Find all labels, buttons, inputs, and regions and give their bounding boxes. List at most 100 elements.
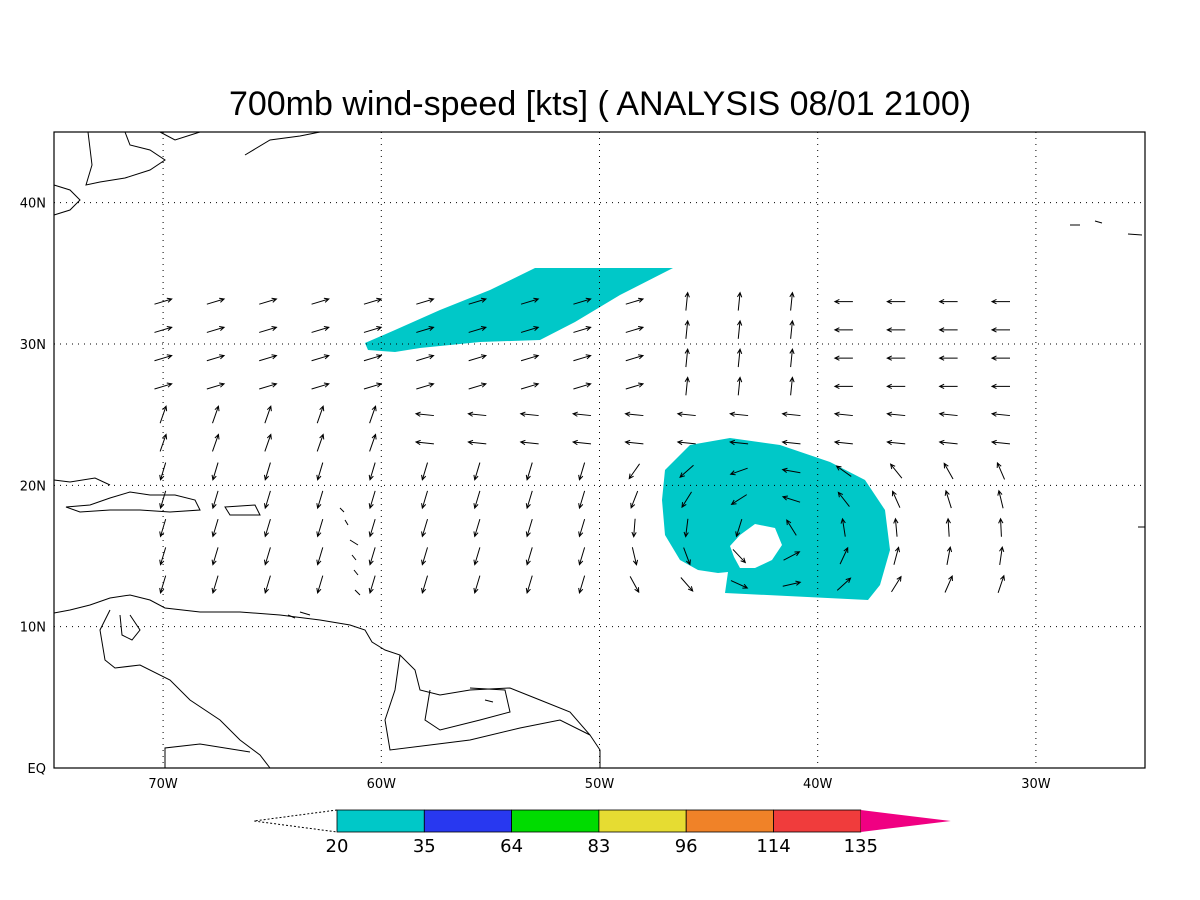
lat-label: 10N <box>20 621 46 636</box>
wind-arrow <box>421 490 429 510</box>
wind-arrow <box>998 517 1004 537</box>
wind-arrow <box>684 291 690 311</box>
wind-arrow <box>833 327 853 333</box>
wind-arrow <box>789 376 795 396</box>
wind-arrow <box>363 325 383 333</box>
wind-arrow <box>473 547 481 566</box>
wind-arrow <box>684 348 690 368</box>
wind-arrow <box>421 547 429 566</box>
wind-arrow <box>421 575 429 594</box>
wind-arrow <box>840 517 846 537</box>
wind-arrow <box>316 433 325 452</box>
wind-arrow <box>363 297 383 305</box>
wind-arrow <box>938 298 958 305</box>
lat-label: 30N <box>20 338 46 353</box>
wind-arrow <box>316 575 324 594</box>
wind-arrow <box>680 577 694 592</box>
lon-label: 60W <box>367 777 397 792</box>
wind-arrow <box>368 462 376 481</box>
lat-label: 20N <box>20 479 46 494</box>
wind-arrow <box>886 439 906 446</box>
wind-arrow <box>783 551 801 561</box>
wind-arrow <box>206 382 226 390</box>
title: 700mb wind-speed [kts] ( ANALYSIS 08/01 … <box>229 85 971 123</box>
wind-arrow <box>944 574 953 593</box>
wind-arrow <box>781 467 801 474</box>
wind-arrow <box>212 405 220 424</box>
wind-arrow <box>263 490 271 510</box>
wind-arrow <box>363 354 383 362</box>
wind-arrow <box>628 463 640 480</box>
wind-arrow <box>263 518 271 538</box>
wind-arrow <box>206 354 226 362</box>
wind-arrow <box>625 382 645 390</box>
wind-arrow <box>159 490 167 510</box>
wind-arrow <box>416 325 435 333</box>
wind-arrow <box>578 547 586 566</box>
wind-arrow <box>316 547 324 566</box>
wind-arrow <box>263 547 271 566</box>
graticule <box>54 132 1145 768</box>
wind-arrow <box>732 549 747 564</box>
wind-arrow <box>789 291 795 311</box>
wind-arrow <box>684 376 690 396</box>
wind-arrow <box>624 411 644 417</box>
colorbar: 20 35 64 83 96 114 135 <box>253 809 951 857</box>
wind-arrow <box>781 439 801 446</box>
wind-arrow <box>938 411 958 417</box>
wind-arrow <box>625 354 645 362</box>
wind-arrow <box>520 382 540 390</box>
axis-labels: 70W 60W 50W 40W 30W 40N 30N 20N 10N EQ <box>20 197 1051 792</box>
wind-arrow <box>990 439 1010 446</box>
wind-arrow <box>573 354 592 362</box>
wind-arrow <box>891 490 901 508</box>
wind-arrow <box>990 327 1010 333</box>
wind-arrow <box>264 405 272 424</box>
wind-arrow <box>729 467 748 476</box>
wind-arrow <box>938 355 958 361</box>
wind-arrow <box>369 405 377 424</box>
wind-arrow <box>159 547 167 566</box>
wind-arrow <box>990 298 1010 305</box>
shade-region <box>365 268 673 352</box>
colorbar-upper-extend <box>860 810 951 832</box>
wind-arrow <box>259 354 278 362</box>
colorbar-label: 114 <box>756 836 790 857</box>
wind-arrow <box>833 298 853 305</box>
lon-label: 30W <box>1021 777 1051 792</box>
wind-arrow <box>211 490 219 510</box>
wind-arrow <box>943 462 954 480</box>
wind-arrow <box>525 575 533 594</box>
wind-arrow <box>990 383 1010 390</box>
wind-arrow <box>154 297 173 305</box>
wind-arrow <box>311 325 330 333</box>
wind-arrow <box>212 433 220 452</box>
wind-arrow <box>519 439 539 446</box>
wind-arrow <box>468 382 488 390</box>
wind-arrow <box>368 518 376 538</box>
wind-arrow <box>316 518 324 538</box>
wind-arrow <box>833 355 853 361</box>
wind-arrow <box>729 439 749 446</box>
wind-arrow <box>368 575 376 594</box>
lon-label: 70W <box>148 777 178 792</box>
wind-arrow <box>630 490 639 509</box>
wind-arrow <box>833 383 853 390</box>
wind-arrow <box>520 297 540 305</box>
wind-arrow <box>473 518 481 538</box>
wind-arrow <box>259 325 278 333</box>
wind-arrow <box>624 439 644 446</box>
wind-arrow <box>316 405 325 424</box>
wind-arrow <box>837 491 850 507</box>
lat-label: 40N <box>20 197 46 212</box>
wind-arrow <box>211 462 219 481</box>
wind-arrow <box>946 546 953 565</box>
wind-arrow <box>625 297 645 305</box>
wind-arrow <box>681 491 692 509</box>
wind-vectors <box>154 291 1010 594</box>
wind-arrow <box>414 439 434 446</box>
wind-arrow <box>159 405 168 424</box>
wind-arrow <box>416 382 435 390</box>
wind-arrow <box>311 382 330 390</box>
